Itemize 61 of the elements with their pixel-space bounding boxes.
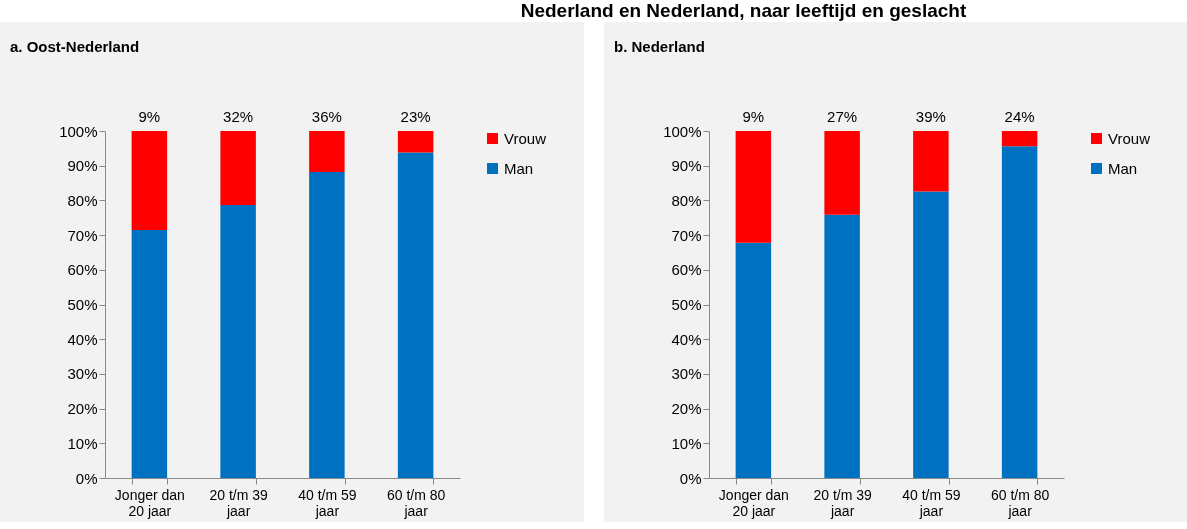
y-tick-label: 60% (670, 261, 701, 279)
y-tick-label: 80% (670, 191, 701, 209)
bar (823, 214, 860, 478)
bar (735, 131, 771, 243)
x-tick-label: 40 t/m 59 jaar (298, 486, 357, 519)
text: 23% (400, 108, 431, 125)
bar (1001, 131, 1037, 147)
y-tick-label: 30% (670, 365, 701, 383)
y-tick-label: 70% (67, 226, 98, 244)
chart-title: a. Oost-Nederland (10, 38, 140, 55)
text: 27% (826, 108, 857, 125)
text: 32% (223, 108, 254, 125)
bar (309, 131, 345, 172)
text: 9% (742, 108, 764, 125)
x-tick-label: 20 t/m 39 jaar (209, 486, 269, 519)
y-tick-label: 30% (67, 365, 98, 383)
text: Nederland en Nederland, naar leeftijd en geslacht (520, 0, 967, 21)
text: 36% (311, 108, 342, 125)
x-tick-label: Jonger dan 20 jaar (718, 486, 789, 519)
y-tick-label: 50% (670, 296, 701, 313)
bar (823, 131, 860, 215)
text: 24% (1004, 108, 1035, 125)
bar (1001, 146, 1037, 478)
legend-label: Man (1107, 159, 1137, 177)
text: 9% (138, 108, 161, 125)
y-tick-label: 60% (67, 261, 98, 279)
y-tick-label: 10% (670, 434, 701, 452)
x-tick-label: 60 t/m 80 jaar (386, 486, 446, 519)
bar (131, 131, 168, 230)
y-tick-label: 0% (75, 469, 98, 487)
y-tick-label: 90% (67, 157, 98, 175)
x-tick-label: 60 t/m 80 jaar (990, 486, 1050, 519)
y-tick-label: 10% (67, 434, 98, 452)
chart-title: b. Nederland (613, 38, 705, 55)
y-tick-label: 100% (59, 122, 98, 140)
y-tick-label: 50% (67, 296, 98, 313)
bar (397, 131, 434, 153)
legend-label: Vrouw (504, 129, 547, 147)
y-tick-label: 100% (662, 122, 701, 140)
y-tick-label: 40% (670, 330, 701, 348)
x-tick-label: Jonger dan 20 jaar (114, 486, 185, 519)
bar (397, 152, 434, 478)
bar (735, 242, 771, 478)
text: 39% (915, 108, 946, 125)
x-tick-label: 40 t/m 59 jaar (901, 486, 961, 519)
legend-label: Vrouw (1107, 129, 1150, 147)
y-tick-label: 80% (67, 191, 98, 209)
y-tick-label: 70% (670, 226, 701, 244)
bar (131, 229, 168, 478)
y-tick-label: 40% (67, 330, 98, 348)
y-tick-label: 20% (67, 400, 98, 418)
bar (912, 191, 949, 478)
x-tick-label: 20 t/m 39 jaar (812, 486, 872, 519)
bar (309, 171, 345, 478)
y-tick-label: 20% (670, 400, 701, 418)
bar (220, 131, 256, 205)
legend-label: Man (504, 159, 534, 177)
bar (220, 204, 256, 478)
y-tick-label: 90% (670, 157, 701, 175)
y-tick-label: 0% (679, 469, 701, 487)
bar (912, 131, 949, 192)
